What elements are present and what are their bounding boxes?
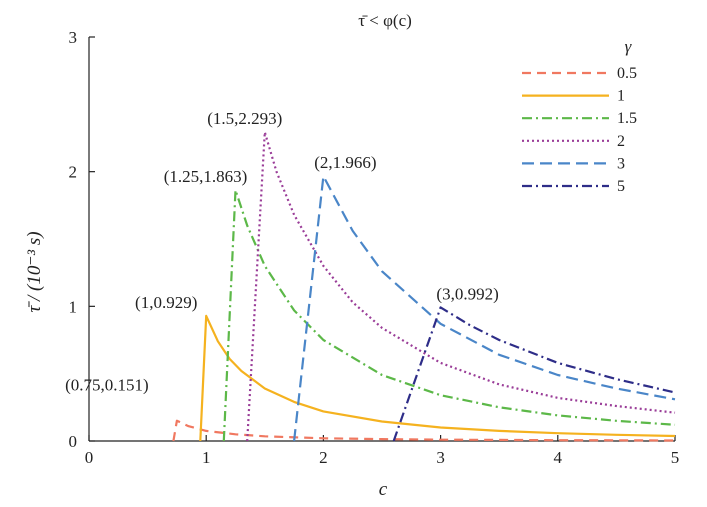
x-tick-label: 3 xyxy=(436,448,445,467)
chart-title: τ̄ < φ(c) xyxy=(358,11,412,30)
x-tick-label: 2 xyxy=(319,448,328,467)
annotation-label: (3,0.992) xyxy=(436,284,498,303)
series-line-4 xyxy=(293,175,676,442)
legend-entry-4: 3 xyxy=(617,155,625,172)
annotation-label: (0.75,0.151) xyxy=(65,376,149,395)
legend-entry-1: 1 xyxy=(617,88,625,105)
series-line-5 xyxy=(392,306,676,442)
annotation-label: (1,0.929) xyxy=(135,293,197,312)
annotation-label: (1.5,2.293) xyxy=(207,109,282,128)
annotation-label: (2,1.966) xyxy=(314,153,376,172)
legend: γ 0.5 1 1.5 2 3 5 xyxy=(522,37,637,195)
x-tick-label: 1 xyxy=(202,448,211,467)
series-line-1 xyxy=(199,314,676,442)
x-tick-label: 4 xyxy=(554,448,563,467)
axes: 0 1 2 3 4 5 0 1 2 3 xyxy=(69,28,680,467)
y-tick-label: 3 xyxy=(69,28,78,47)
series-line-0 xyxy=(172,419,676,442)
annotations: (0.75,0.151) (1,0.929) (1.25,1.863) (1.5,2.… xyxy=(65,109,499,394)
series-line-2 xyxy=(222,189,676,442)
x-tick-label: 0 xyxy=(85,448,94,467)
series-layer xyxy=(172,131,676,442)
legend-entry-2: 1.5 xyxy=(617,110,637,127)
legend-title: γ xyxy=(625,37,633,56)
x-tick-label: 5 xyxy=(671,448,680,467)
y-tick-label: 0 xyxy=(69,432,78,451)
y-tick-label: 2 xyxy=(69,163,78,182)
legend-entry-0: 0.5 xyxy=(617,65,637,82)
x-axis-label: c xyxy=(379,479,388,500)
annotation-label: (1.25,1.863) xyxy=(164,167,248,186)
y-tick-label: 1 xyxy=(69,297,78,316)
legend-entry-5: 5 xyxy=(617,178,625,195)
y-axis-label: τ̄ / (10⁻³ s) xyxy=(24,231,45,312)
legend-entry-3: 2 xyxy=(617,133,625,150)
